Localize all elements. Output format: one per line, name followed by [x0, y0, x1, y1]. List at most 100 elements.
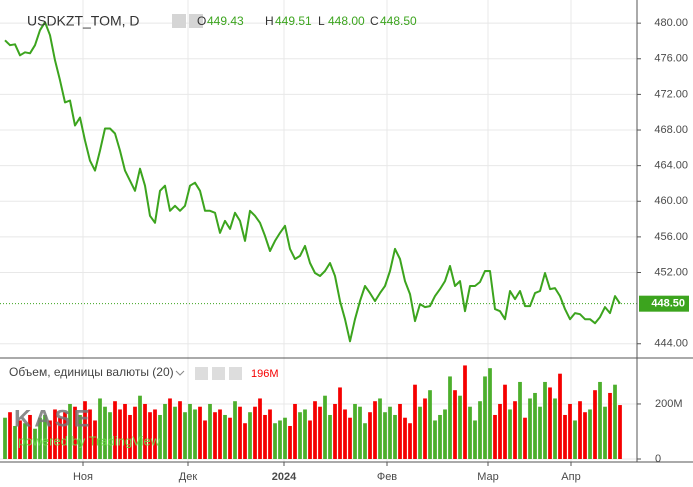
volume-bar — [443, 409, 447, 459]
volume-bar — [158, 414, 162, 459]
volume-bar — [343, 409, 347, 459]
volume-bar — [613, 384, 617, 459]
volume-bar — [278, 420, 282, 459]
volume-bar — [448, 376, 452, 459]
volume-bar — [218, 409, 222, 459]
volume-bar — [508, 409, 512, 459]
volume-bar — [258, 398, 262, 459]
volume-bar — [353, 403, 357, 459]
ohlc-key: C — [370, 14, 379, 28]
y-tick-label: 476.00 — [654, 53, 688, 65]
volume-bar — [583, 412, 587, 459]
volume-bar — [428, 390, 432, 459]
volume-bar — [228, 417, 232, 459]
ohlc-value: 448.50 — [380, 14, 417, 28]
volume-bar — [503, 384, 507, 459]
volume-bar — [93, 420, 97, 459]
icon-settings[interactable] — [189, 14, 203, 28]
volume-bar — [463, 365, 467, 459]
volume-bar — [133, 406, 137, 459]
icon-eye[interactable] — [172, 14, 186, 28]
volume-bar — [553, 398, 557, 459]
volume-bar — [493, 414, 497, 459]
plot — [0, 21, 637, 459]
volume-bar — [183, 412, 187, 459]
y-tick-label: 456.00 — [654, 231, 688, 243]
x-tick-label: Фев — [377, 471, 397, 483]
volume-bar — [513, 401, 517, 459]
volume-bar — [73, 406, 77, 459]
volume-bar — [478, 401, 482, 459]
volume-bar — [18, 420, 22, 459]
y-tick-label: 452.00 — [654, 266, 688, 278]
volume-bar — [143, 403, 147, 459]
volume-bar — [318, 406, 322, 459]
volume-bar — [8, 412, 12, 459]
volume-bar — [423, 398, 427, 459]
volume-bar — [608, 392, 612, 459]
volume-bar — [328, 414, 332, 459]
volume-bar — [518, 381, 522, 459]
volume-bar — [223, 414, 227, 459]
volume-bar — [338, 387, 342, 459]
volume-bar — [283, 417, 287, 459]
ohlc-value: 448.00 — [328, 14, 365, 28]
icon-settings[interactable] — [212, 367, 225, 380]
y-tick-label: 480.00 — [654, 17, 688, 29]
volume-bar — [78, 414, 82, 459]
volume-bar — [548, 387, 552, 459]
volume-bar — [618, 405, 622, 459]
volume-bar — [263, 414, 267, 459]
volume-bar — [83, 401, 87, 459]
y-tick-label: 468.00 — [654, 124, 688, 136]
volume-bar — [403, 417, 407, 459]
volume-bar — [308, 420, 312, 459]
volume-bar — [128, 414, 132, 459]
volume-bar — [233, 401, 237, 459]
volume-bar — [13, 425, 17, 459]
volume-bar — [268, 409, 272, 459]
volume-bar — [108, 412, 112, 459]
volume-bar — [188, 403, 192, 459]
volume-last: 196M — [251, 368, 279, 380]
volume-bar — [593, 390, 597, 459]
watermark-logo: KASE — [14, 405, 93, 432]
volume-bar — [543, 381, 547, 459]
volume-bar — [178, 401, 182, 459]
volume-bar — [273, 423, 277, 459]
last-price-label: 448.50 — [651, 298, 685, 310]
volume-bar — [468, 406, 472, 459]
icon-eye[interactable] — [195, 367, 208, 380]
volume-bar — [148, 412, 152, 459]
volume-bar — [373, 401, 377, 459]
volume-bar — [103, 406, 107, 459]
ohlc-key: H — [265, 14, 274, 28]
volume-bar — [348, 417, 352, 459]
volume-bar — [68, 403, 72, 459]
volume-collapse[interactable] — [175, 370, 185, 376]
volume-bar — [598, 381, 602, 459]
volume-bar — [113, 401, 117, 459]
volume-bar — [98, 398, 102, 459]
volume-bar — [368, 412, 372, 459]
volume-bar — [438, 414, 442, 459]
volume-bar — [538, 406, 542, 459]
volume-bar — [203, 420, 207, 459]
volume-bar — [398, 403, 402, 459]
volume-bar — [413, 384, 417, 459]
volume-bar — [198, 406, 202, 459]
x-tick-label: 2024 — [272, 471, 297, 483]
volume-bar — [163, 403, 167, 459]
volume-bar — [388, 406, 392, 459]
icon-close[interactable] — [229, 367, 242, 380]
volume-bar — [568, 403, 572, 459]
volume-bar — [58, 417, 62, 459]
volume-bar — [123, 403, 127, 459]
volume-bar — [458, 395, 462, 459]
volume-bar — [408, 423, 412, 459]
volume-bar — [498, 403, 502, 459]
volume-bar — [323, 395, 327, 459]
y-tick-label: 460.00 — [654, 195, 688, 207]
volume-bar — [3, 417, 7, 459]
